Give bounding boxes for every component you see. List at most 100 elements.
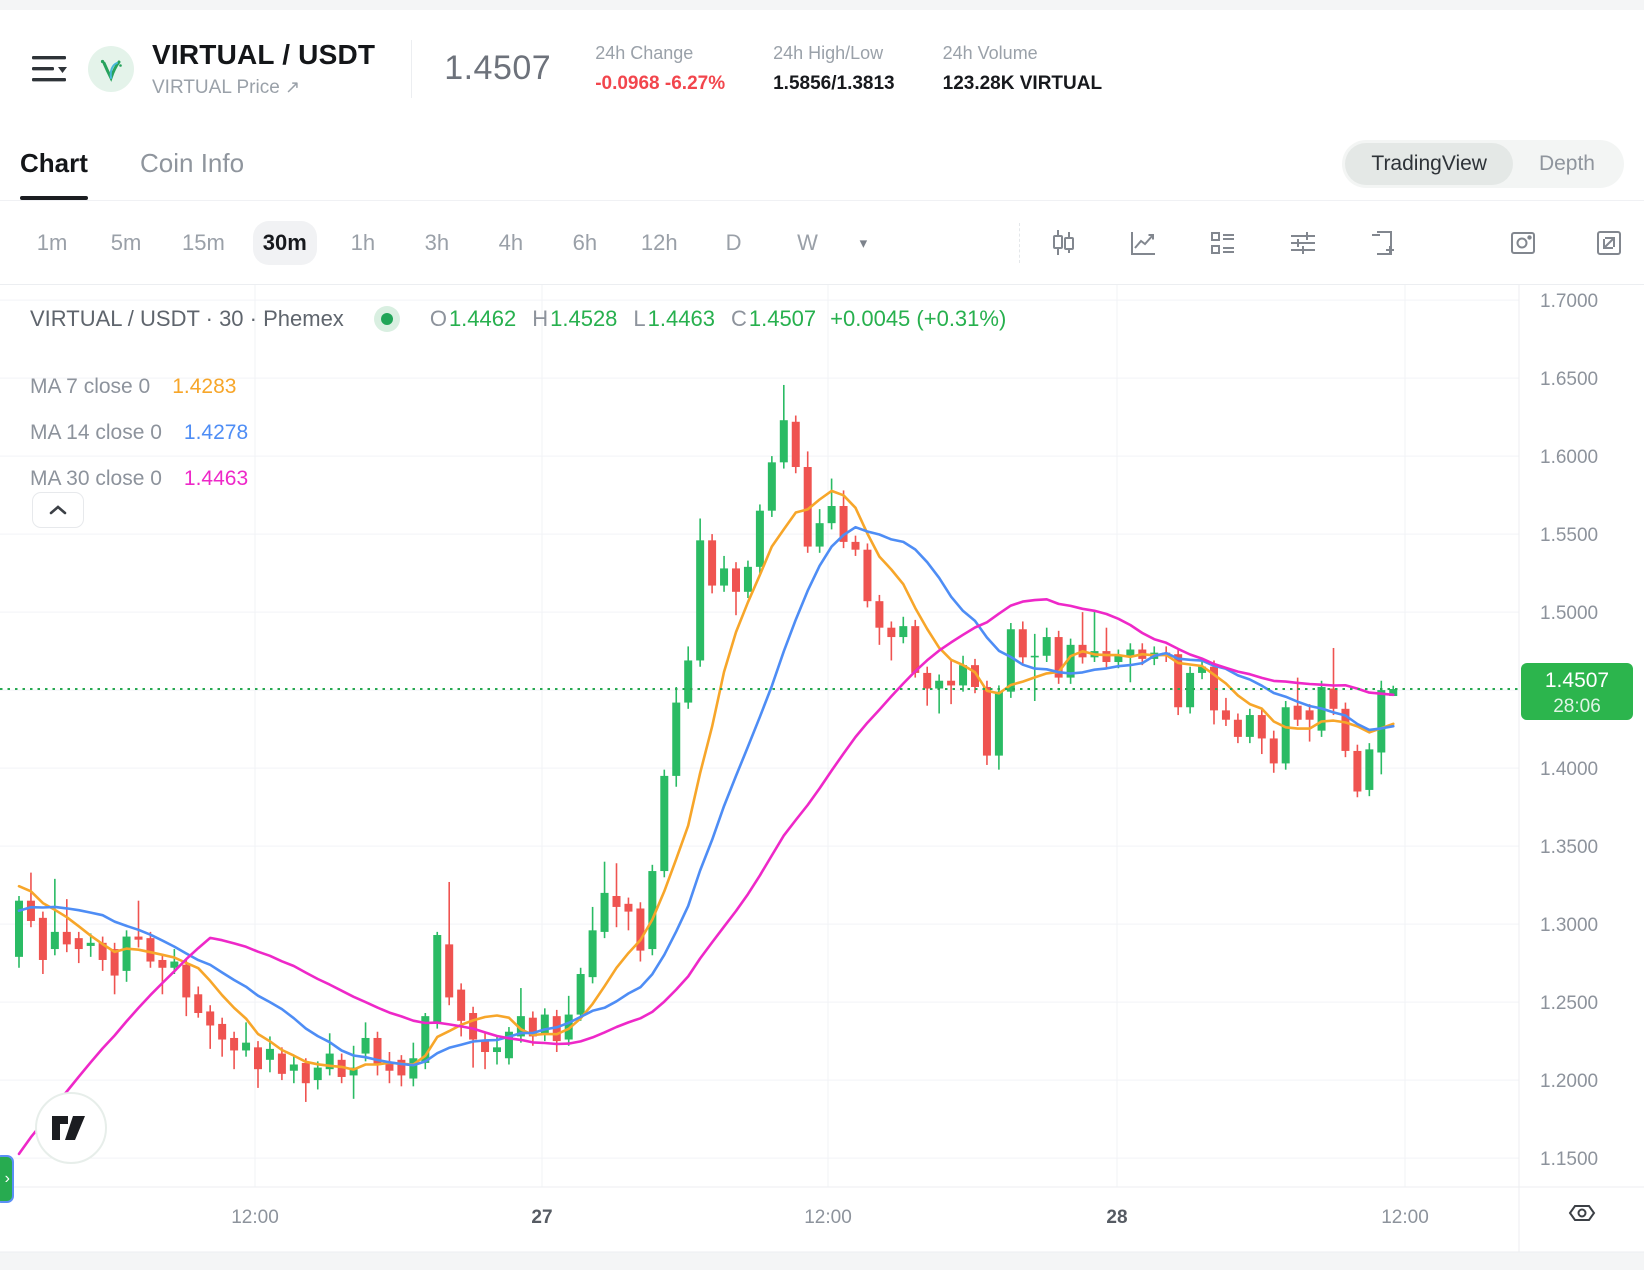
candle-body — [265, 1048, 274, 1060]
candle-body — [528, 1017, 537, 1037]
candle-body — [289, 1064, 298, 1071]
candle-body — [1174, 654, 1183, 708]
candle-body — [935, 680, 944, 689]
candle-body — [254, 1047, 262, 1070]
stat-label: 24h Change — [595, 42, 694, 63]
candle-body — [1102, 651, 1111, 663]
fullscreen-icon[interactable] — [1594, 228, 1624, 258]
panel-expand-tab[interactable]: › — [0, 1155, 14, 1203]
compare-icon[interactable] — [1208, 228, 1238, 258]
time-axis-label: 28 — [1106, 1207, 1127, 1228]
price-axis-label: 1.5000 — [1540, 603, 1598, 624]
ma-legend-row: MA 14 close 0 1.4278 — [30, 410, 248, 456]
view-toggle-depth[interactable]: Depth — [1538, 152, 1595, 175]
chevron-right-icon: › — [4, 1170, 10, 1187]
candle-body — [672, 702, 681, 776]
stat-24h-change: 24h Change -0.0968 -6.27% — [595, 43, 725, 95]
line-chart-icon[interactable] — [1128, 228, 1158, 258]
legend-symbol[interactable]: VIRTUAL / USDT · 30 · Phemex — [30, 306, 344, 331]
ma-legend: MA 7 close 0 1.4283 MA 14 close 0 1.4278 MA … — [30, 364, 248, 502]
candle-body — [158, 959, 167, 968]
candle-body — [767, 462, 776, 511]
candle-body — [851, 541, 860, 550]
ohlc-key: H — [532, 306, 549, 331]
stat-24h-highlow: 24h High/Low 1.5856/1.3813 — [773, 43, 895, 95]
market-status-icon[interactable] — [373, 306, 400, 332]
timeframe-4h[interactable]: 4h — [498, 229, 524, 255]
candlestick-icon[interactable] — [1048, 228, 1078, 258]
collapse-indicators-button[interactable] — [32, 492, 84, 528]
tab-chart[interactable]: Chart — [20, 127, 88, 200]
time-axis-label: 12:00 — [231, 1207, 279, 1228]
tradingview-logo[interactable] — [35, 1092, 107, 1164]
ma-legend-row: MA 30 close 0 1.4463 — [30, 456, 248, 502]
last-price: 1.4507 — [444, 49, 552, 87]
candle-body — [218, 1023, 227, 1040]
camera-icon[interactable] — [1508, 228, 1538, 258]
candle-body — [26, 900, 35, 921]
candle-body — [815, 523, 824, 547]
candle-body — [743, 566, 752, 592]
ma-30-line — [17, 597, 1395, 1156]
candle-body — [433, 935, 442, 1023]
timeframe-1m[interactable]: 1m — [36, 229, 68, 255]
legend-change: +0.0045 (+0.31%) — [830, 306, 1007, 331]
alert-note-icon[interactable] — [1368, 228, 1398, 258]
timeframe-w[interactable]: W — [797, 229, 818, 255]
candle-body — [182, 964, 191, 998]
timeframe-d[interactable]: D — [725, 229, 742, 255]
candle-body — [755, 510, 764, 567]
candle-body — [1377, 690, 1386, 753]
candle-body — [1305, 710, 1314, 720]
candlestick-chart[interactable]: 1.70001.65001.60001.55001.50001.45001.40… — [0, 285, 1644, 1270]
timeframe-6h[interactable]: 6h — [572, 229, 598, 255]
candle-body — [660, 775, 669, 872]
candle-body — [1210, 666, 1218, 711]
candle-body — [1114, 655, 1123, 663]
candle-body — [457, 989, 466, 1021]
timeframe-5m[interactable]: 5m — [110, 229, 142, 255]
stat-value-volume: 123.28K VIRTUAL — [942, 72, 1103, 94]
candle-body — [170, 961, 179, 968]
candle-body — [110, 949, 119, 976]
candle-body — [230, 1037, 239, 1051]
candle-body — [98, 942, 107, 960]
candle-body — [899, 626, 908, 638]
chart-area[interactable]: 1.70001.65001.60001.55001.50001.45001.40… — [0, 285, 1644, 1270]
candle-body — [1389, 689, 1398, 697]
price-axis-label: 1.1500 — [1540, 1149, 1598, 1170]
stat-value-highlow: 1.5856/1.3813 — [773, 72, 895, 94]
candle-body — [337, 1059, 346, 1077]
timeframe-30m[interactable]: 30m — [252, 220, 317, 265]
timeframe-more-caret-icon[interactable]: ▾ — [859, 234, 868, 252]
ma-label: MA 7 close 0 — [30, 375, 151, 398]
candle-body — [875, 601, 884, 628]
view-toggle-tradingview[interactable]: TradingView — [1345, 143, 1513, 185]
candle-body — [134, 936, 143, 940]
stat-label: 24h High/Low — [773, 42, 884, 63]
candle-body — [194, 994, 203, 1014]
candle-body — [1221, 710, 1230, 720]
indicators-icon[interactable] — [1288, 228, 1318, 258]
stat-24h-volume: 24h Volume 123.28K VIRTUAL — [943, 43, 1102, 95]
ohlc-key: C — [730, 306, 747, 331]
virtual-token-logo — [88, 45, 134, 92]
candle-body — [1281, 707, 1290, 764]
ohlc-key: L — [633, 306, 646, 331]
timeframe-3h[interactable]: 3h — [424, 229, 450, 255]
timeframe-15m[interactable]: 15m — [182, 229, 225, 255]
timeframe-1h[interactable]: 1h — [350, 229, 376, 255]
candle-body — [86, 942, 95, 946]
candle-body — [1329, 688, 1338, 709]
ma-value: 1.4283 — [172, 375, 237, 398]
candle-body — [206, 1011, 215, 1026]
candle-body — [791, 421, 800, 468]
timeframe-12h[interactable]: 12h — [640, 229, 678, 255]
market-menu-icon[interactable] — [30, 52, 70, 86]
axis-settings-icon[interactable] — [1568, 1205, 1596, 1221]
candle-body — [1006, 629, 1015, 692]
pair-subtitle[interactable]: VIRTUAL Price ↗ — [152, 76, 301, 98]
ma-label: MA 14 close 0 — [30, 421, 162, 444]
tab-coin-info[interactable]: Coin Info — [140, 148, 245, 178]
candle-body — [732, 568, 740, 592]
